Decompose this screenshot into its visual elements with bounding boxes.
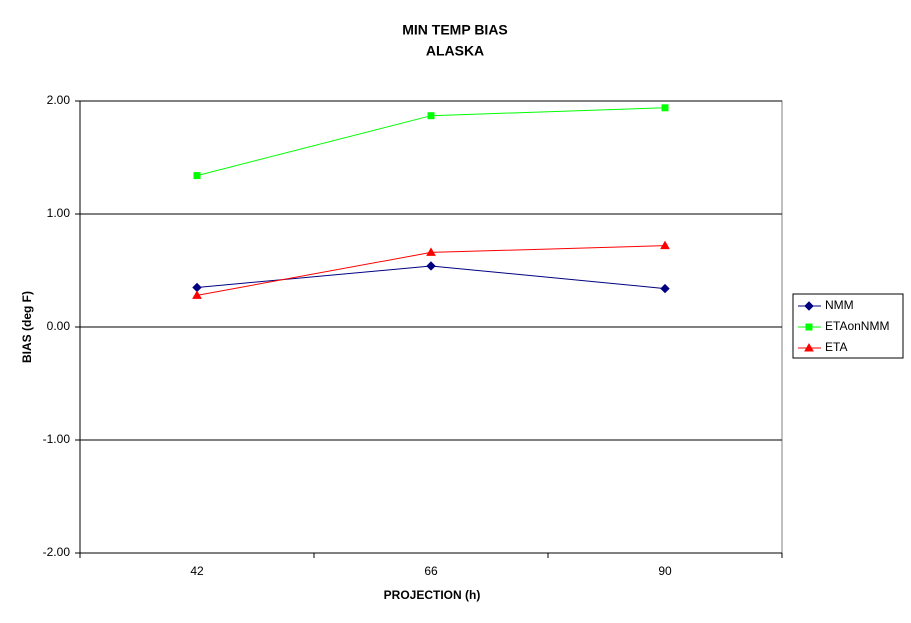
legend-marker bbox=[805, 323, 813, 331]
x-tick-label: 90 bbox=[658, 564, 672, 578]
legend-marker bbox=[804, 301, 814, 311]
marker bbox=[426, 247, 436, 256]
y-tick-label: 1.00 bbox=[47, 206, 71, 220]
marker bbox=[660, 283, 670, 294]
y-tick-label: -2.00 bbox=[43, 545, 71, 559]
marker bbox=[192, 282, 202, 293]
y-tick-label: -1.00 bbox=[43, 432, 71, 446]
x-axis-label: PROJECTION (h) bbox=[384, 588, 481, 602]
y-tick-label: 2.00 bbox=[47, 93, 71, 107]
marker bbox=[660, 240, 670, 250]
x-tick-label: 66 bbox=[424, 564, 438, 578]
legend-label: ETAonNMM bbox=[825, 319, 889, 333]
legend-label: ETA bbox=[825, 340, 847, 354]
legend-label: NMM bbox=[825, 298, 854, 312]
y-tick-label: 0.00 bbox=[47, 319, 71, 333]
chart-title: MIN TEMP BIAS bbox=[402, 22, 508, 38]
chart-subtitle: ALASKA bbox=[426, 43, 484, 59]
y-axis-label: BIAS (deg F) bbox=[20, 291, 34, 363]
marker bbox=[426, 261, 436, 271]
marker bbox=[427, 112, 435, 120]
legend-marker bbox=[804, 342, 814, 352]
marker bbox=[661, 104, 669, 112]
x-tick-label: 42 bbox=[190, 564, 204, 578]
marker bbox=[193, 172, 201, 180]
marker bbox=[192, 290, 202, 299]
